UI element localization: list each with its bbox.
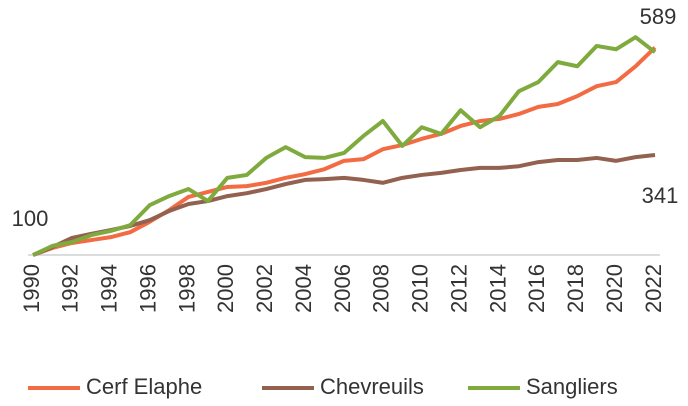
x-tick-label: 1996: [135, 264, 160, 313]
x-tick-label: 1994: [97, 264, 122, 313]
x-tick-label: 1992: [58, 264, 83, 313]
series-line: [32, 46, 657, 257]
x-tick-label: 2006: [330, 264, 355, 313]
data-label: 100: [12, 206, 49, 231]
x-tick-label: 2004: [291, 264, 316, 313]
x-tick-label: 2022: [641, 264, 666, 313]
x-tick-label: 2002: [252, 264, 277, 313]
x-tick-label: 1998: [174, 264, 199, 313]
legend-label: Sangliers: [526, 374, 618, 399]
x-tick-label: 1990: [19, 264, 44, 313]
series-line: [32, 35, 657, 257]
x-tick-label: 2008: [369, 264, 394, 313]
data-label: 589: [640, 4, 677, 29]
x-tick-label: 2016: [524, 264, 549, 313]
x-tick-label: 2000: [213, 264, 238, 313]
series-line: [32, 153, 656, 257]
x-tick-label: 2012: [446, 264, 471, 313]
x-tick-label: 2010: [408, 264, 433, 313]
legend-label: Chevreuils: [320, 374, 424, 399]
legend-label: Cerf Elaphe: [86, 374, 202, 399]
data-label: 341: [642, 183, 679, 208]
x-tick-label: 2014: [485, 264, 510, 313]
x-tick-label: 2018: [563, 264, 588, 313]
x-tick-label: 2020: [602, 264, 627, 313]
